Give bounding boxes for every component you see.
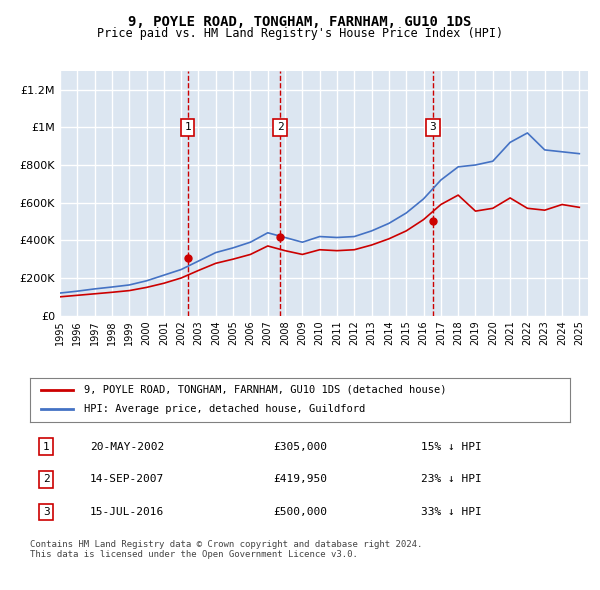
Text: 1: 1	[184, 122, 191, 132]
Text: 3: 3	[43, 507, 50, 517]
Text: 3: 3	[430, 122, 436, 132]
Text: 1: 1	[43, 442, 50, 451]
Text: HPI: Average price, detached house, Guildford: HPI: Average price, detached house, Guil…	[84, 405, 365, 414]
Text: 14-SEP-2007: 14-SEP-2007	[90, 474, 164, 484]
Text: £500,000: £500,000	[273, 507, 327, 517]
Text: 9, POYLE ROAD, TONGHAM, FARNHAM, GU10 1DS: 9, POYLE ROAD, TONGHAM, FARNHAM, GU10 1D…	[128, 15, 472, 29]
Text: Price paid vs. HM Land Registry's House Price Index (HPI): Price paid vs. HM Land Registry's House …	[97, 27, 503, 40]
Text: £419,950: £419,950	[273, 474, 327, 484]
Text: 2: 2	[43, 474, 50, 484]
Text: 2: 2	[277, 122, 283, 132]
Text: 23% ↓ HPI: 23% ↓ HPI	[421, 474, 482, 484]
Text: 9, POYLE ROAD, TONGHAM, FARNHAM, GU10 1DS (detached house): 9, POYLE ROAD, TONGHAM, FARNHAM, GU10 1D…	[84, 385, 446, 395]
Text: 33% ↓ HPI: 33% ↓ HPI	[421, 507, 482, 517]
Text: Contains HM Land Registry data © Crown copyright and database right 2024.
This d: Contains HM Land Registry data © Crown c…	[30, 540, 422, 559]
Text: £305,000: £305,000	[273, 442, 327, 451]
Text: 20-MAY-2002: 20-MAY-2002	[90, 442, 164, 451]
Text: 15% ↓ HPI: 15% ↓ HPI	[421, 442, 482, 451]
Text: 15-JUL-2016: 15-JUL-2016	[90, 507, 164, 517]
